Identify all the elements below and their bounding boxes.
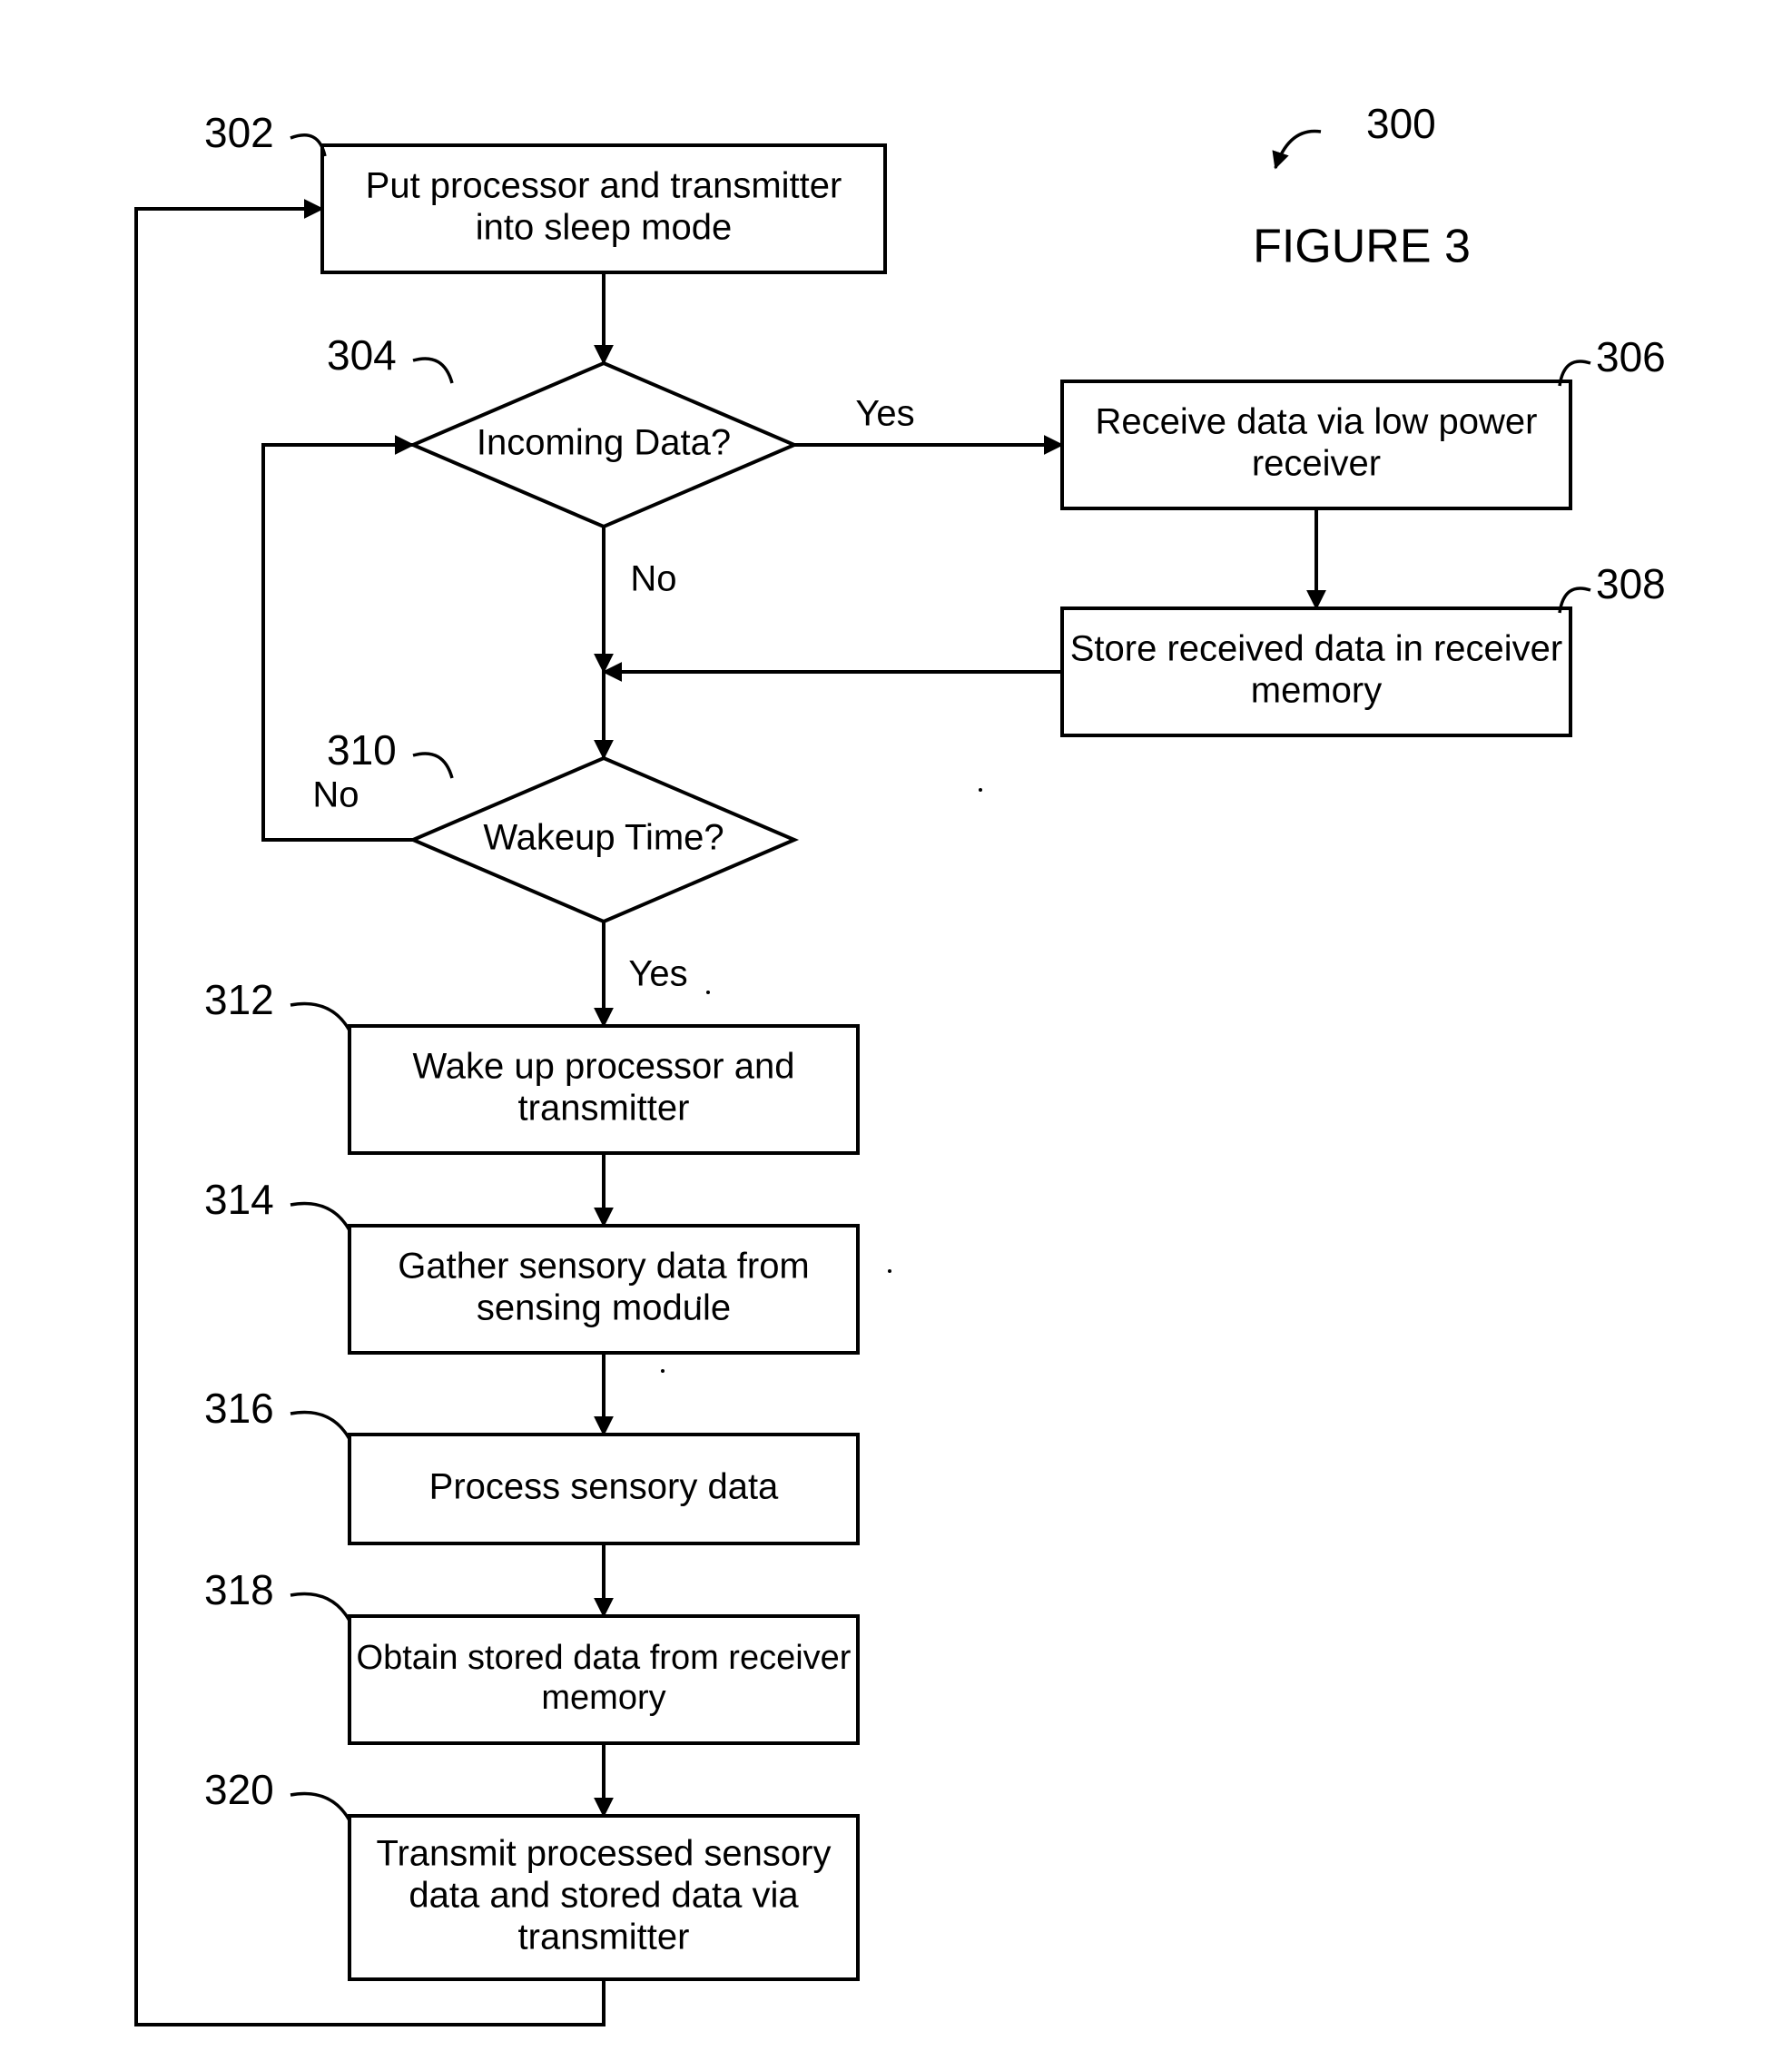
ref-314: 314: [204, 1176, 274, 1223]
node-314-text-0: Gather sensory data from: [398, 1247, 810, 1287]
speckle: [979, 788, 982, 792]
speckle: [697, 1297, 701, 1300]
edge-label-no: No: [630, 559, 676, 599]
ref-318: 318: [204, 1566, 274, 1613]
ref-320: 320: [204, 1766, 274, 1813]
node-312-text-0: Wake up processor and: [413, 1047, 795, 1087]
node-306-text-1: receiver: [1252, 444, 1381, 484]
flowchart-canvas: Yes No No Yes Put processor and transmitteri…: [0, 0, 1792, 2051]
node-308-text-1: memory: [1251, 671, 1382, 711]
speckle: [888, 1269, 891, 1273]
edge-label-no: No: [312, 775, 359, 815]
speckle: [706, 991, 710, 994]
node-302-text-1: into sleep mode: [476, 208, 732, 248]
ref-316: 316: [204, 1385, 274, 1432]
node-318-text-0: Obtain stored data from receiver: [357, 1639, 852, 1677]
ref-310: 310: [327, 726, 397, 774]
speckle: [661, 1369, 665, 1373]
node-320-text-2: transmitter: [518, 1918, 690, 1957]
node-314-text-1: sensing module: [477, 1288, 731, 1328]
ref-308: 308: [1596, 560, 1666, 607]
node-310-text-0: Wakeup Time?: [483, 818, 724, 858]
edge-label-yes: Yes: [855, 394, 914, 434]
node-304-text-0: Incoming Data?: [477, 423, 731, 463]
ref-300: 300: [1366, 100, 1436, 147]
node-306-text-0: Receive data via low power: [1096, 402, 1538, 442]
node-308-text-0: Store received data in receiver: [1070, 629, 1563, 669]
node-320-text-0: Transmit processed sensory: [377, 1834, 832, 1874]
edge-label-yes: Yes: [628, 954, 687, 994]
ref-304: 304: [327, 331, 397, 379]
node-320-text-1: data and stored data via: [409, 1876, 799, 1916]
ref-312: 312: [204, 976, 274, 1023]
ref-306: 306: [1596, 333, 1666, 380]
node-316-text-0: Process sensory data: [429, 1467, 779, 1507]
node-302-text-0: Put processor and transmitter: [366, 166, 842, 206]
node-318-text-1: memory: [541, 1679, 665, 1717]
figure-title: FIGURE 3: [1253, 221, 1471, 273]
node-312-text-1: transmitter: [518, 1089, 690, 1129]
ref-302: 302: [204, 109, 274, 156]
